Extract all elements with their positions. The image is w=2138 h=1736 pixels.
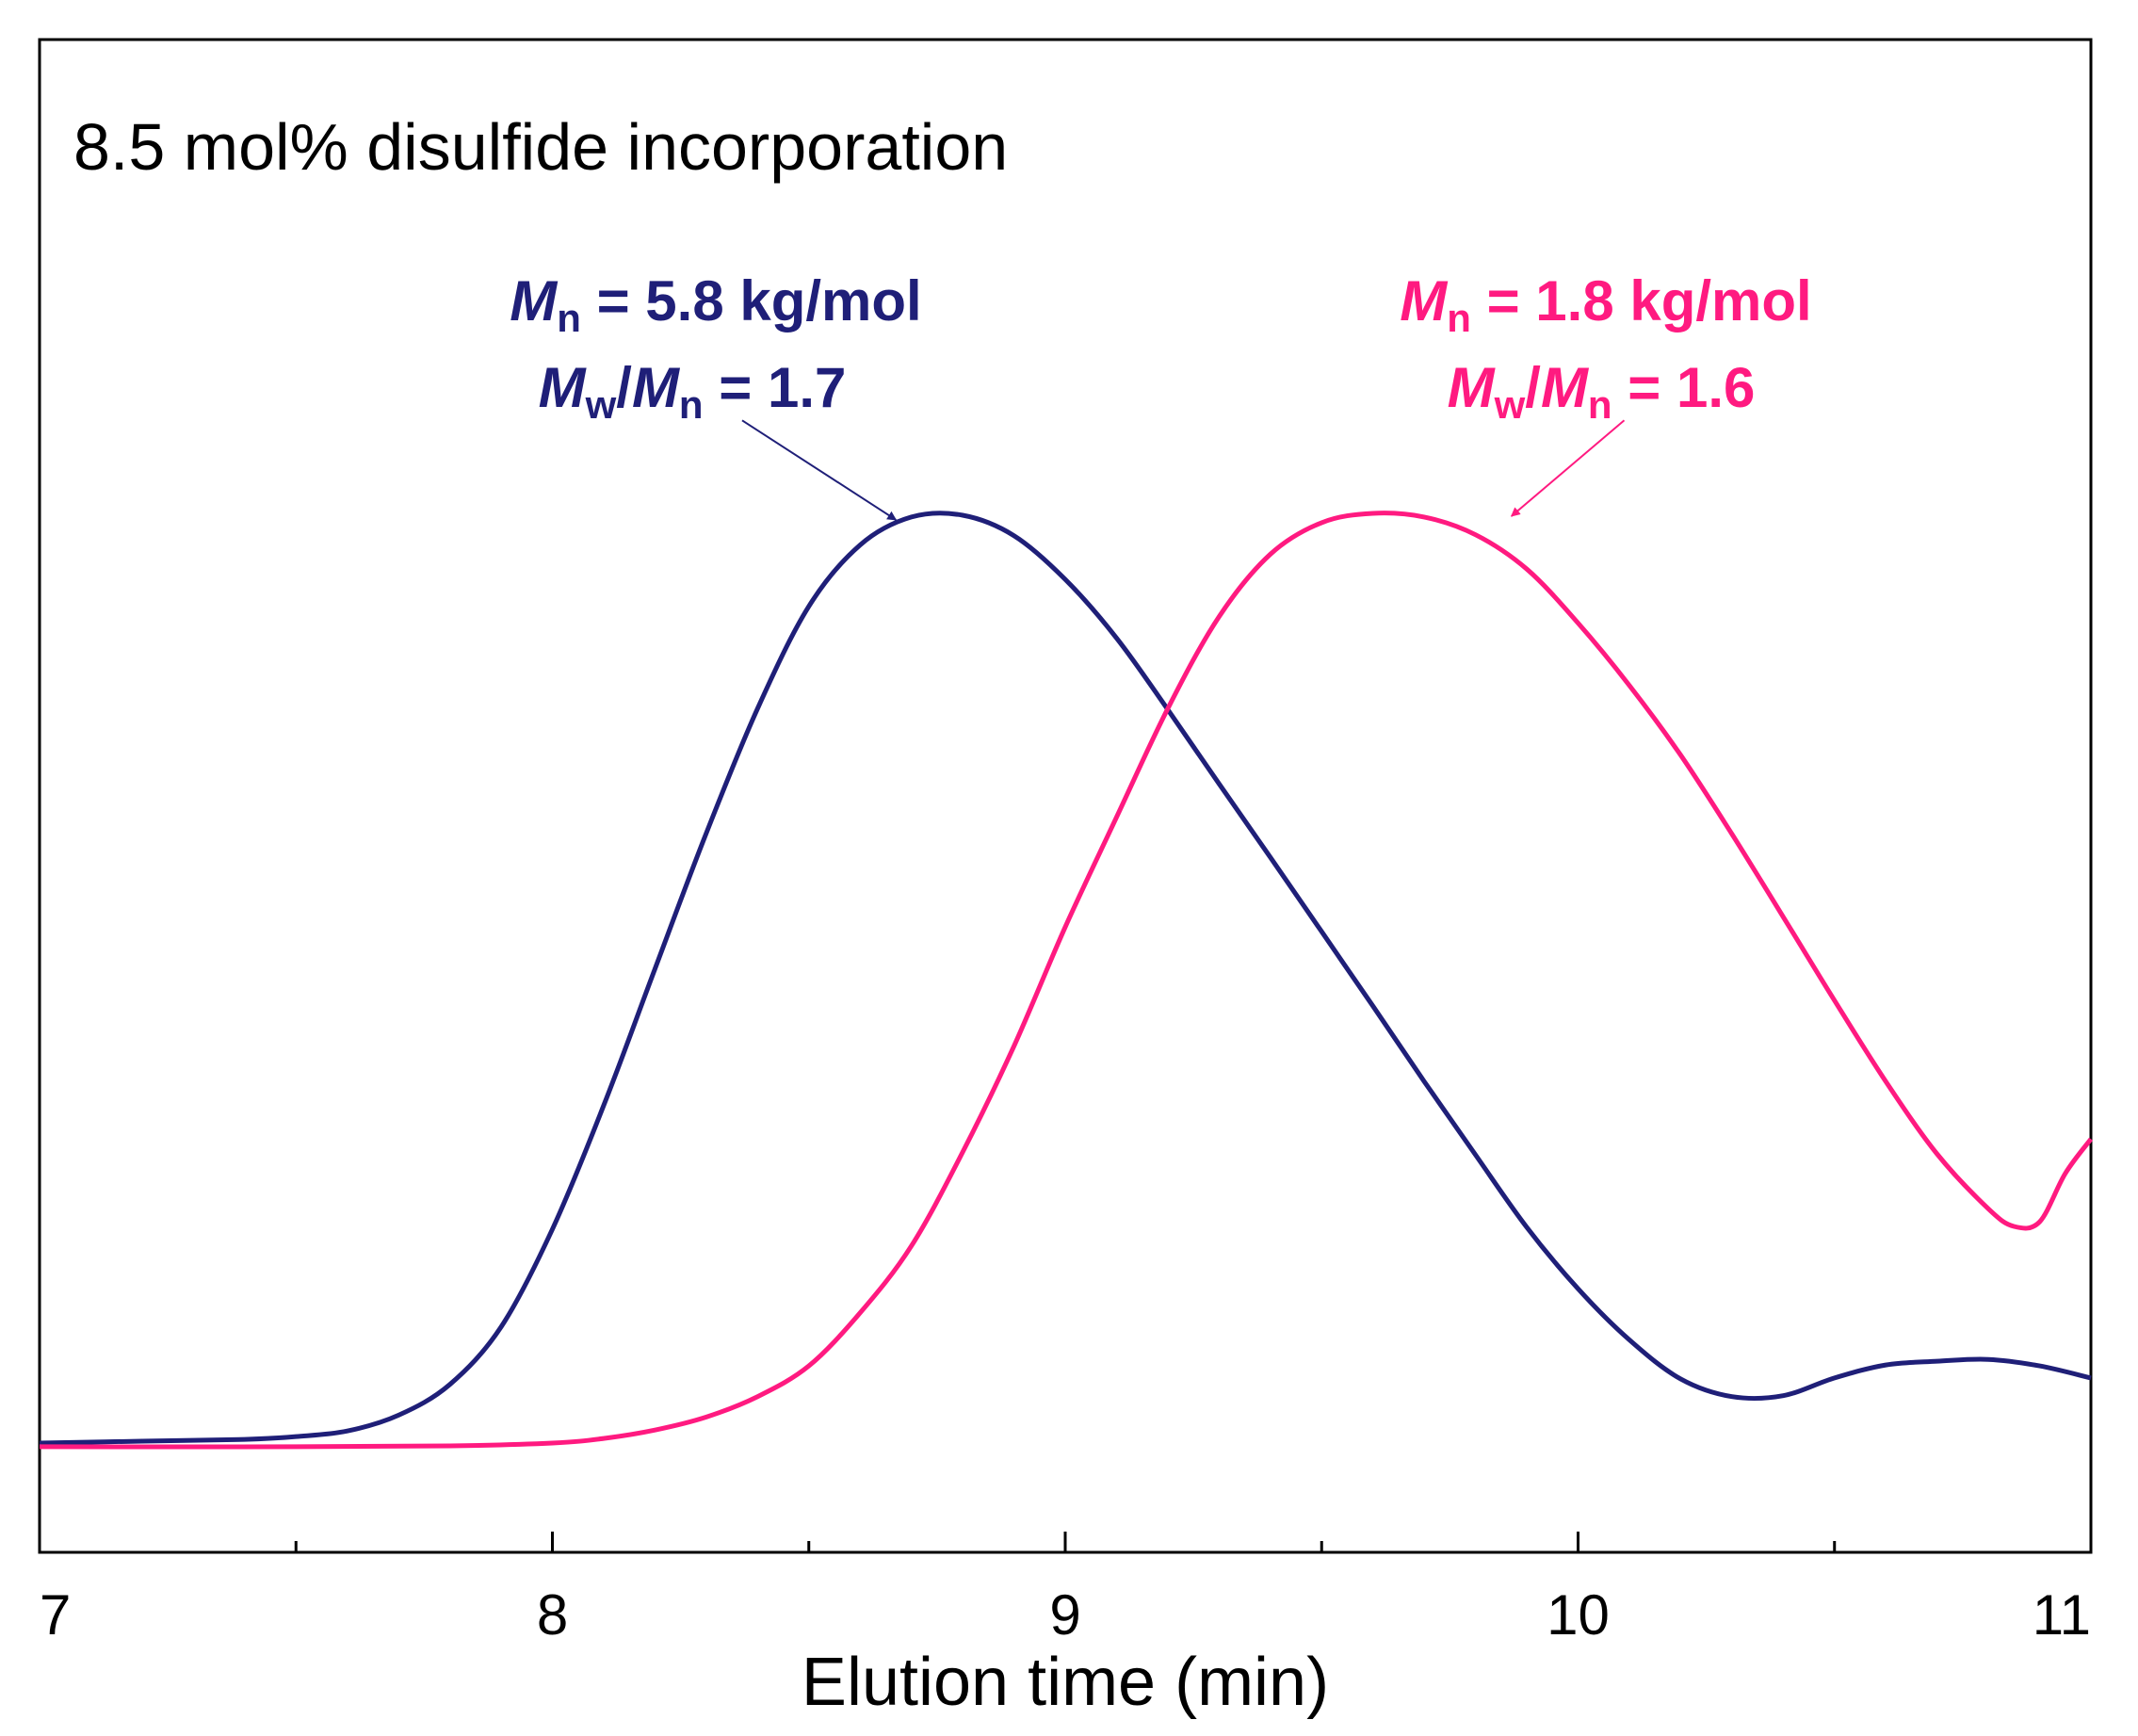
series-lines <box>39 511 2093 1450</box>
annotation-mn-label: Mn = 1.8 kg/mol <box>1400 269 1811 340</box>
series-line-navy <box>39 511 2092 1446</box>
annotation-arrow <box>741 419 898 521</box>
annotation-arrow <box>1510 419 1626 517</box>
annotation-dispersity-label: Mw/Mn = 1.7 <box>539 356 847 427</box>
annotation-mn-label: Mn = 5.8 kg/mol <box>510 269 921 340</box>
series-line-pink <box>39 511 2093 1450</box>
x-tick-label: 10 <box>1547 1583 1610 1647</box>
chart-title: 8.5 mol% disulfide incorporation <box>73 110 1008 184</box>
x-axis-ticks: 7 8 9 10 11 <box>38 1532 2093 1647</box>
plot-frame <box>38 38 2093 1554</box>
x-tick-label: 7 <box>40 1583 71 1647</box>
x-axis-label: Elution time (min) <box>802 1645 1329 1720</box>
annotation-arrows <box>741 419 1626 521</box>
annotation-dispersity-label: Mw/Mn = 1.6 <box>1448 356 1756 427</box>
x-tick-label: 11 <box>2033 1583 2091 1647</box>
x-tick-label: 9 <box>1049 1583 1080 1647</box>
x-tick-label: 8 <box>537 1583 568 1647</box>
